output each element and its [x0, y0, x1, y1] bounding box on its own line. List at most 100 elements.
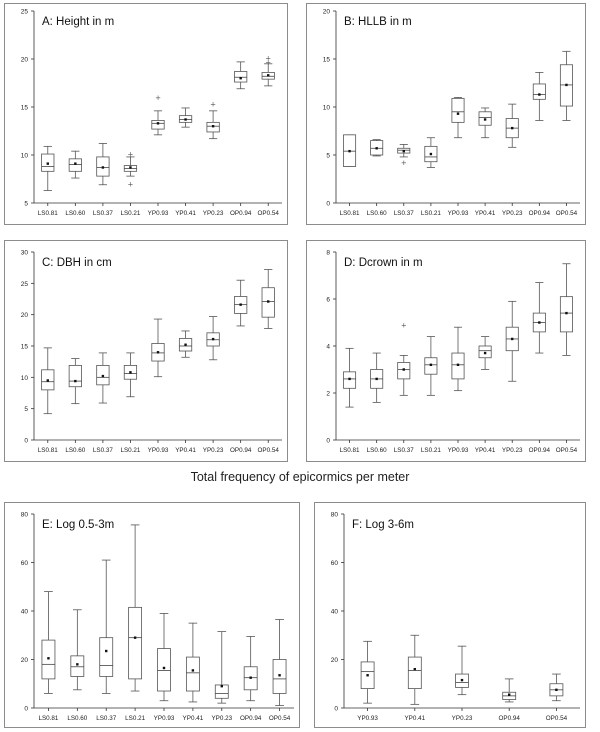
- iqr-box: [451, 97, 465, 123]
- y-tick-label: 15: [323, 57, 331, 64]
- mean-marker: [211, 125, 215, 128]
- iqr-box: [272, 659, 287, 694]
- panel-f: 0 20 40 60 80 F: Log 3-6m YP0.93 YP0.41 YP0.23 OP…: [314, 502, 586, 728]
- y-tick-label: 20: [21, 57, 29, 64]
- mean-marker: [565, 83, 568, 87]
- box-yp0-41: [478, 336, 492, 370]
- x-tick-label: OP0.94: [529, 447, 551, 454]
- outlier-marker: +: [128, 180, 134, 188]
- box-yp0-93: [151, 318, 165, 378]
- box-ls0-60: [70, 609, 85, 691]
- mean-marker: [101, 374, 105, 378]
- x-tick-label: LS0.60: [65, 210, 85, 217]
- box-ls0-21: [424, 336, 438, 396]
- mean-marker: [74, 162, 77, 165]
- box-ls0-37: +: [397, 144, 411, 167]
- box-ls0-37: [96, 352, 110, 404]
- y-tick-label: 20: [331, 657, 339, 664]
- panel-c: 0 5 10 15 20 25 30 C: DBH in cm LS0.81 LS0.60 LS0.…: [4, 240, 288, 462]
- outlier-marker: +: [265, 58, 271, 66]
- box-ls0-60: [68, 358, 82, 405]
- x-tick-label: LS0.21: [125, 715, 145, 722]
- mean-marker: [508, 693, 511, 696]
- mean-marker: [162, 666, 166, 670]
- x-tick-label: OP0.54: [546, 715, 568, 722]
- box-ls0-60: [370, 352, 384, 403]
- box-op0-94: [243, 636, 258, 702]
- mean-marker: [184, 343, 187, 346]
- y-tick-label: 10: [21, 153, 29, 160]
- mean-marker: [413, 668, 416, 671]
- chart-title: A: Height in m: [42, 16, 114, 28]
- box-ls0-21: [424, 137, 438, 168]
- x-tick-label: LS0.37: [394, 210, 414, 217]
- box-op0-54: [272, 619, 287, 706]
- panel-frame: [306, 3, 586, 225]
- panel-frame: [4, 240, 288, 462]
- box-yp0-41: [178, 330, 193, 358]
- mean-marker: [129, 166, 132, 169]
- y-tick-label: 40: [21, 609, 29, 616]
- box-ls0-81: [343, 134, 357, 167]
- x-tick-label: LS0.81: [38, 210, 58, 217]
- box-op0-94: [234, 279, 248, 327]
- box-yp0-23: +: [206, 101, 220, 140]
- x-tick-label: LS0.81: [38, 715, 58, 722]
- x-tick-label: LS0.21: [120, 447, 140, 454]
- mean-marker: [538, 93, 541, 96]
- iqr-box: [185, 656, 200, 692]
- x-tick-label: LS0.21: [421, 210, 441, 217]
- y-tick-label: 40: [331, 609, 339, 616]
- box-yp0-23: [505, 103, 519, 148]
- x-tick-label: YP0.23: [502, 447, 523, 454]
- x-tick-label: OP0.94: [529, 210, 551, 217]
- panel-frame: [4, 3, 288, 225]
- box-yp0-23: [206, 316, 220, 361]
- mean-marker: [129, 371, 132, 374]
- x-tick-label: YP0.93: [154, 715, 175, 722]
- outlier-marker: +: [128, 151, 134, 159]
- chart-dbh: 0 5 10 15 20 25 30 C: DBH in cm LS0.81 LS0.60 LS0.…: [4, 240, 288, 462]
- x-tick-label: YP0.93: [448, 447, 469, 454]
- box-op0-94: [532, 282, 546, 354]
- y-tick-label: 5: [24, 406, 28, 413]
- x-tick-label: YP0.23: [452, 715, 473, 722]
- y-tick-label: 25: [21, 281, 29, 288]
- x-tick-label: OP0.94: [240, 715, 262, 722]
- panel-frame: [314, 502, 586, 728]
- x-tick-label: YP0.23: [203, 210, 224, 217]
- y-tick-label: 60: [331, 560, 339, 567]
- y-tick-label: 0: [326, 438, 330, 445]
- box-yp0-41: [185, 622, 200, 703]
- iqr-box: [68, 158, 82, 172]
- mean-marker: [402, 149, 405, 153]
- panel-a: 5 10 15 20 25 A: Height in m LS0.81 LS0.60 LS0.3…: [4, 3, 288, 225]
- x-tick-label: YP0.41: [404, 715, 425, 722]
- y-tick-label: 10: [323, 105, 331, 112]
- mean-marker: [375, 377, 378, 381]
- mean-marker: [46, 379, 49, 382]
- x-tick-label: LS0.21: [421, 447, 441, 454]
- x-tick-label: LS0.37: [96, 715, 116, 722]
- mean-marker: [133, 636, 137, 639]
- iqr-box: [41, 639, 56, 680]
- mean-marker: [105, 649, 108, 653]
- iqr-box: [157, 648, 171, 692]
- mean-marker: [456, 112, 460, 115]
- y-tick-label: 80: [331, 512, 339, 519]
- chart-title: E: Log 0.5-3m: [42, 519, 114, 531]
- x-tick-label: OP0.54: [556, 210, 578, 217]
- y-tick-label: 20: [21, 657, 29, 664]
- x-tick-label: LS0.60: [65, 447, 85, 454]
- outlier-marker: +: [155, 94, 161, 102]
- mean-marker: [211, 337, 215, 341]
- x-tick-label: OP0.54: [556, 447, 578, 454]
- box-op0-94: [234, 61, 248, 90]
- x-tick-label: OP0.94: [499, 715, 521, 722]
- box-ls0-81: [343, 347, 357, 408]
- panel-frame: [306, 240, 586, 462]
- box-op0-54: [559, 50, 573, 121]
- box-yp0-93: [157, 613, 171, 702]
- box-yp0-23: [455, 645, 469, 696]
- y-tick-label: 10: [21, 375, 29, 382]
